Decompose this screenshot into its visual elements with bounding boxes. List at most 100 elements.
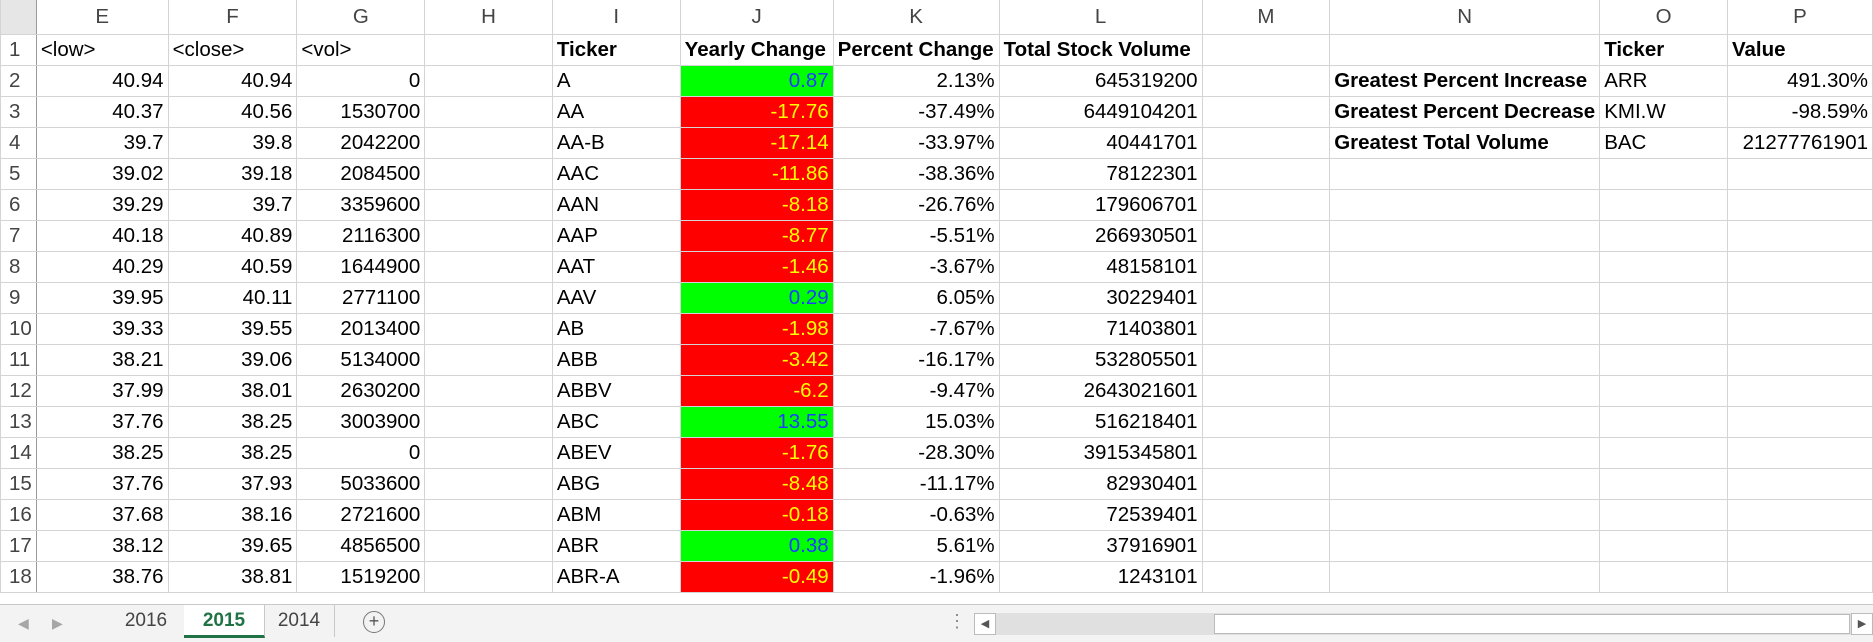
cell-n2[interactable]: Greatest Percent Increase bbox=[1329, 65, 1601, 97]
cell-g6[interactable]: 3359600 bbox=[296, 189, 426, 221]
cell-f9[interactable]: 40.11 bbox=[167, 282, 298, 314]
cell-h3[interactable] bbox=[424, 96, 553, 128]
cell-m1[interactable] bbox=[1201, 34, 1331, 66]
cell-h6[interactable] bbox=[424, 189, 553, 221]
cell-n3[interactable]: Greatest Percent Decrease bbox=[1329, 96, 1601, 128]
cell-o18[interactable] bbox=[1599, 561, 1728, 593]
cell-f13[interactable]: 38.25 bbox=[167, 406, 298, 438]
cell-j3[interactable]: -17.76 bbox=[679, 96, 834, 128]
cell-j7[interactable]: -8.77 bbox=[679, 220, 834, 252]
row-header[interactable]: 5 bbox=[0, 158, 37, 190]
cell-i12[interactable]: ABBV bbox=[551, 375, 681, 407]
cell-f2[interactable]: 40.94 bbox=[167, 65, 298, 97]
cell-m2[interactable] bbox=[1201, 65, 1331, 97]
cell-f16[interactable]: 38.16 bbox=[167, 499, 298, 531]
sheet-tab-2016[interactable]: 2016 bbox=[108, 605, 185, 637]
cell-l11[interactable]: 532805501 bbox=[998, 344, 1203, 376]
cell-j12[interactable]: -6.2 bbox=[679, 375, 834, 407]
cell-i15[interactable]: ABG bbox=[551, 468, 681, 500]
column-header-e[interactable]: E bbox=[35, 0, 169, 35]
cell-i1[interactable]: Ticker bbox=[551, 34, 681, 66]
cell-n12[interactable] bbox=[1329, 375, 1601, 407]
cell-e14[interactable]: 38.25 bbox=[35, 437, 169, 469]
row-header[interactable]: 8 bbox=[0, 251, 37, 283]
cell-n14[interactable] bbox=[1329, 437, 1601, 469]
next-sheet-icon[interactable]: ▶ bbox=[52, 615, 63, 631]
cell-j16[interactable]: -0.18 bbox=[679, 499, 834, 531]
cell-n4[interactable]: Greatest Total Volume bbox=[1329, 127, 1601, 159]
row-header[interactable]: 2 bbox=[0, 65, 37, 97]
cell-j8[interactable]: -1.46 bbox=[679, 251, 834, 283]
cell-i18[interactable]: ABR-A bbox=[551, 561, 681, 593]
cell-l16[interactable]: 72539401 bbox=[998, 499, 1203, 531]
select-all-corner[interactable] bbox=[0, 0, 37, 35]
cell-g12[interactable]: 2630200 bbox=[296, 375, 426, 407]
cell-k16[interactable]: -0.63% bbox=[832, 499, 1000, 531]
cell-i11[interactable]: ABB bbox=[551, 344, 681, 376]
cell-j9[interactable]: 0.29 bbox=[679, 282, 834, 314]
cell-p10[interactable] bbox=[1726, 313, 1873, 345]
cell-j14[interactable]: -1.76 bbox=[679, 437, 834, 469]
cell-h15[interactable] bbox=[424, 468, 553, 500]
scrollbar-thumb[interactable] bbox=[1214, 614, 1850, 634]
cell-j6[interactable]: -8.18 bbox=[679, 189, 834, 221]
cell-k11[interactable]: -16.17% bbox=[832, 344, 1000, 376]
cell-g16[interactable]: 2721600 bbox=[296, 499, 426, 531]
cell-e1[interactable]: <low> bbox=[35, 34, 169, 66]
cell-p18[interactable] bbox=[1726, 561, 1873, 593]
cell-l2[interactable]: 645319200 bbox=[998, 65, 1203, 97]
cell-e3[interactable]: 40.37 bbox=[35, 96, 169, 128]
cell-h17[interactable] bbox=[424, 530, 553, 562]
cell-f15[interactable]: 37.93 bbox=[167, 468, 298, 500]
column-header-k[interactable]: K bbox=[832, 0, 1000, 35]
cell-n9[interactable] bbox=[1329, 282, 1601, 314]
row-header[interactable]: 3 bbox=[0, 96, 37, 128]
cell-e2[interactable]: 40.94 bbox=[35, 65, 169, 97]
cell-p13[interactable] bbox=[1726, 406, 1873, 438]
cell-o13[interactable] bbox=[1599, 406, 1728, 438]
cell-l6[interactable]: 179606701 bbox=[998, 189, 1203, 221]
cell-k5[interactable]: -38.36% bbox=[832, 158, 1000, 190]
column-header-m[interactable]: M bbox=[1201, 0, 1331, 35]
cell-p7[interactable] bbox=[1726, 220, 1873, 252]
cell-i5[interactable]: AAC bbox=[551, 158, 681, 190]
cell-p2[interactable]: 491.30% bbox=[1726, 65, 1873, 97]
cell-n1[interactable] bbox=[1329, 34, 1601, 66]
prev-sheet-icon[interactable]: ◀ bbox=[18, 615, 29, 631]
cell-n15[interactable] bbox=[1329, 468, 1601, 500]
row-header[interactable]: 15 bbox=[0, 468, 37, 500]
row-header[interactable]: 6 bbox=[0, 189, 37, 221]
cell-f10[interactable]: 39.55 bbox=[167, 313, 298, 345]
cell-l9[interactable]: 30229401 bbox=[998, 282, 1203, 314]
cell-e11[interactable]: 38.21 bbox=[35, 344, 169, 376]
cell-o15[interactable] bbox=[1599, 468, 1728, 500]
cell-f8[interactable]: 40.59 bbox=[167, 251, 298, 283]
sheet-tab-2015[interactable]: 2015 bbox=[184, 605, 265, 638]
cell-i16[interactable]: ABM bbox=[551, 499, 681, 531]
cell-g7[interactable]: 2116300 bbox=[296, 220, 426, 252]
cell-k13[interactable]: 15.03% bbox=[832, 406, 1000, 438]
cell-l17[interactable]: 37916901 bbox=[998, 530, 1203, 562]
column-header-i[interactable]: I bbox=[551, 0, 681, 35]
cell-e8[interactable]: 40.29 bbox=[35, 251, 169, 283]
cell-p1[interactable]: Value bbox=[1726, 34, 1873, 66]
cell-g1[interactable]: <vol> bbox=[296, 34, 426, 66]
cell-i6[interactable]: AAN bbox=[551, 189, 681, 221]
cell-m16[interactable] bbox=[1201, 499, 1331, 531]
cell-g18[interactable]: 1519200 bbox=[296, 561, 426, 593]
cell-i4[interactable]: AA-B bbox=[551, 127, 681, 159]
column-header-o[interactable]: O bbox=[1599, 0, 1728, 35]
cell-e10[interactable]: 39.33 bbox=[35, 313, 169, 345]
cell-g3[interactable]: 1530700 bbox=[296, 96, 426, 128]
cell-p12[interactable] bbox=[1726, 375, 1873, 407]
cell-f1[interactable]: <close> bbox=[167, 34, 298, 66]
cell-n18[interactable] bbox=[1329, 561, 1601, 593]
sheet-tab-2014[interactable]: 2014 bbox=[264, 605, 335, 637]
cell-h1[interactable] bbox=[424, 34, 553, 66]
cell-l4[interactable]: 40441701 bbox=[998, 127, 1203, 159]
cell-o6[interactable] bbox=[1599, 189, 1728, 221]
cell-p17[interactable] bbox=[1726, 530, 1873, 562]
cell-j5[interactable]: -11.86 bbox=[679, 158, 834, 190]
cell-g10[interactable]: 2013400 bbox=[296, 313, 426, 345]
column-header-g[interactable]: G bbox=[296, 0, 426, 35]
